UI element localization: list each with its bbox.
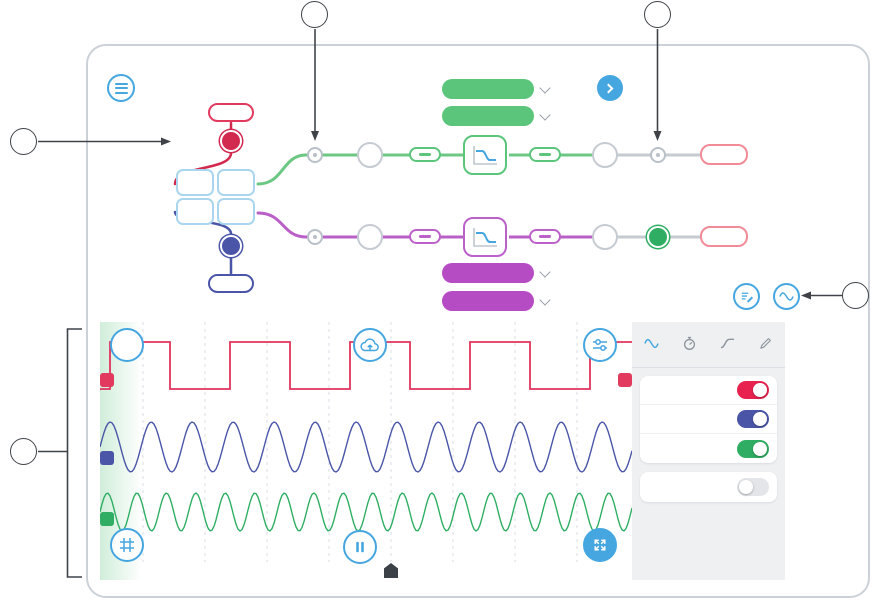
- oscilloscope-display: [100, 322, 632, 580]
- expand-icon: [594, 539, 606, 551]
- grid-button[interactable]: [110, 528, 144, 562]
- probe-a-toggle[interactable]: [737, 381, 769, 399]
- ch1-param-i[interactable]: [442, 79, 534, 99]
- ch1-segment-capsule-b[interactable]: [529, 147, 561, 162]
- matrix-cell-01[interactable]: [217, 169, 255, 196]
- matrix-cell-10[interactable]: [176, 198, 214, 225]
- waveform-icon: [779, 292, 794, 301]
- toggle-knob: [739, 480, 753, 494]
- matrix-cell-00[interactable]: [176, 169, 214, 196]
- probe-b-toggle[interactable]: [737, 410, 769, 428]
- waveform-probe-c: [100, 492, 632, 532]
- probe-c-marker[interactable]: [100, 512, 114, 526]
- callout-2: [301, 1, 328, 28]
- probe-c-toggle[interactable]: [737, 439, 769, 458]
- stopwatch-icon: [683, 336, 695, 350]
- probe-c-row: [640, 434, 777, 463]
- response-curve-icon: [473, 146, 497, 165]
- input2-label[interactable]: [208, 274, 254, 293]
- cloud-upload-button[interactable]: [353, 328, 387, 362]
- scope-sidebar: [632, 322, 785, 580]
- waveform-probe-a: [100, 341, 632, 390]
- probe-b-marker[interactable]: [100, 451, 114, 465]
- ch2-input-offset-adder[interactable]: [357, 224, 383, 250]
- matrix-cell-11[interactable]: [217, 198, 255, 225]
- probe-a-row: [640, 376, 777, 405]
- pause-icon: [356, 541, 364, 553]
- close-button[interactable]: [110, 328, 144, 362]
- ch1-output-offset-adder[interactable]: [592, 142, 618, 168]
- toggle-knob: [753, 383, 767, 397]
- tab-trigger[interactable]: [708, 322, 746, 367]
- sine-icon: [643, 338, 659, 348]
- probe-b-node[interactable]: [220, 235, 242, 257]
- input1-label[interactable]: [208, 103, 254, 122]
- tab-measurement[interactable]: [746, 322, 785, 367]
- response-curve-icon: [473, 228, 497, 247]
- sliders-icon: [593, 339, 607, 351]
- probe-settings-button[interactable]: [733, 283, 760, 310]
- display-settings-button[interactable]: [583, 328, 617, 362]
- trigger-level-marker[interactable]: [618, 373, 632, 387]
- tab-channels[interactable]: [632, 322, 670, 367]
- ch1-output-probe-point[interactable]: [650, 147, 666, 163]
- callout-3: [644, 1, 671, 28]
- cloud-upload-icon: [360, 338, 379, 352]
- ch2-output-offset-adder[interactable]: [592, 224, 618, 250]
- ch1-segment-capsule-a[interactable]: [409, 147, 441, 162]
- ch1-probe-point[interactable]: [307, 147, 323, 163]
- probe-b-row: [640, 405, 777, 434]
- output1-label[interactable]: [700, 144, 748, 165]
- callout-1: [10, 128, 37, 155]
- math-channel-card: [640, 472, 777, 502]
- ch1-input-offset-adder[interactable]: [357, 142, 383, 168]
- step-icon: [720, 338, 734, 348]
- toggle-knob: [753, 441, 767, 456]
- waveform-plot: [100, 322, 632, 562]
- monitor-view-button[interactable]: [773, 283, 800, 310]
- report-icon: [741, 292, 754, 303]
- math-channel-toggle[interactable]: [737, 478, 769, 496]
- output2-label[interactable]: [700, 226, 748, 247]
- waveform-probe-b: [100, 421, 632, 473]
- probe-a-node[interactable]: [220, 130, 242, 152]
- probe-list-card: [640, 376, 777, 463]
- fullscreen-button[interactable]: [583, 528, 617, 562]
- ch1-controller-block[interactable]: [463, 135, 507, 175]
- grid-icon: [120, 538, 134, 552]
- tab-timebase[interactable]: [670, 322, 708, 367]
- callout-4: [842, 282, 869, 309]
- pencil-icon: [760, 337, 771, 349]
- chevron-right-icon: [603, 83, 614, 93]
- probe-a-marker[interactable]: [100, 373, 114, 387]
- ch1-param-p[interactable]: [442, 106, 534, 126]
- callout-5: [10, 438, 37, 465]
- ch2-probe-point[interactable]: [307, 229, 323, 245]
- ch2-param-p[interactable]: [442, 263, 534, 283]
- ch2-param-i[interactable]: [442, 291, 534, 311]
- probe-c-node[interactable]: [647, 226, 669, 248]
- ch2-segment-capsule-b[interactable]: [529, 229, 561, 244]
- ch2-segment-capsule-a[interactable]: [409, 229, 441, 244]
- math-channel-row: [640, 472, 777, 502]
- next-button[interactable]: [597, 75, 623, 101]
- menu-button[interactable]: [107, 74, 135, 102]
- pause-button[interactable]: [343, 530, 377, 564]
- trigger-position-marker[interactable]: [384, 563, 398, 578]
- ch2-controller-block[interactable]: [463, 217, 507, 257]
- sidebar-tabs: [632, 322, 785, 368]
- toggle-knob: [753, 412, 767, 426]
